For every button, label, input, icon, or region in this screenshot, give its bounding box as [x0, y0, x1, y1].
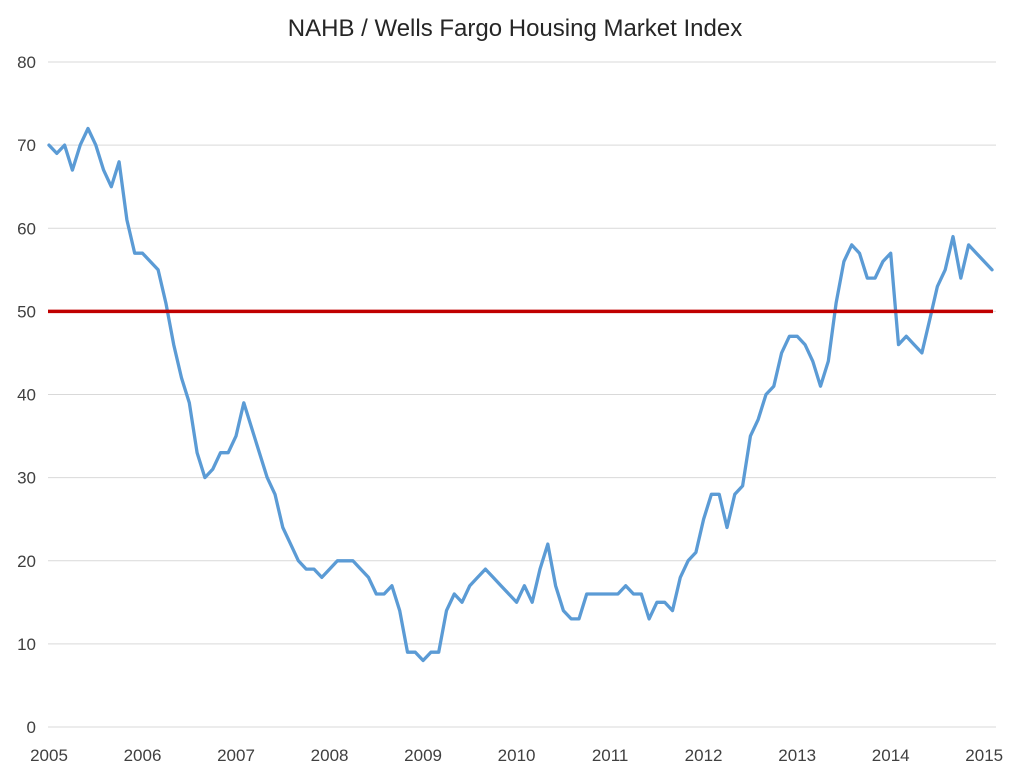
x-axis-label-2009: 2009 — [404, 746, 442, 765]
x-axis-label-2014: 2014 — [872, 746, 910, 765]
y-axis-label-60: 60 — [17, 219, 36, 238]
x-axis-label-2007: 2007 — [217, 746, 255, 765]
chart-title: NAHB / Wells Fargo Housing Market Index — [288, 15, 742, 42]
y-axis-label-30: 30 — [17, 469, 36, 488]
y-axis-label-70: 70 — [17, 136, 36, 155]
x-axis-label-2006: 2006 — [124, 746, 162, 765]
x-axis-label-2005: 2005 — [30, 746, 68, 765]
x-axis-label-2010: 2010 — [498, 746, 536, 765]
x-axis-label-2008: 2008 — [311, 746, 349, 765]
x-axis-label-2012: 2012 — [685, 746, 723, 765]
series-lines — [47, 126, 994, 663]
x-axis-label-2013: 2013 — [778, 746, 816, 765]
y-axis-label-80: 80 — [17, 53, 36, 72]
x-axis-label-2011: 2011 — [592, 746, 629, 765]
axis-labels: 0 10 20 30 40 50 60 70 80 2005 2006 2007 2008 2009 201… — [17, 53, 1003, 765]
y-axis-label-0: 0 — [27, 718, 36, 737]
gridlines — [48, 61, 996, 728]
y-axis-label-50: 50 — [17, 302, 36, 321]
y-axis-label-20: 20 — [17, 552, 36, 571]
y-axis-label-40: 40 — [17, 386, 36, 405]
y-axis-label-10: 10 — [17, 635, 36, 654]
x-axis-label-2015: 2015 — [965, 746, 1003, 765]
